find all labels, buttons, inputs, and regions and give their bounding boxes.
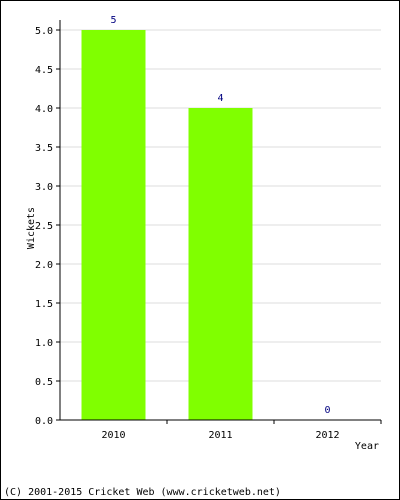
y-tick-label: 1.5 [35, 299, 53, 310]
x-tick-label-2012: 2012 [315, 430, 339, 441]
value-label-2010: 5 [110, 15, 116, 26]
x-ticks: 2010 2011 2012 [101, 420, 382, 441]
axes [59, 20, 381, 421]
y-tick-label: 5.0 [35, 26, 53, 37]
copyright-text: (C) 2001-2015 Cricket Web (www.cricketwe… [4, 487, 281, 498]
value-label-2012: 0 [324, 405, 330, 416]
value-labels: 5 4 0 [110, 15, 330, 416]
y-tick-label: 0.5 [35, 377, 53, 388]
y-tick-label: 2.0 [35, 260, 53, 271]
y-axis-title: Wickets [26, 207, 37, 249]
y-tick-label: 4.5 [35, 65, 53, 76]
bars [81, 30, 253, 420]
y-ticks: 0.0 0.5 1.0 1.5 2.0 2.5 3.0 3.5 4.0 4.5 5.0 [35, 26, 60, 427]
y-tick-label: 0.0 [35, 416, 53, 427]
bar-2010 [81, 30, 146, 420]
y-tick-label: 3.5 [35, 143, 53, 154]
x-tick-label-2011: 2011 [208, 430, 232, 441]
value-label-2011: 4 [217, 93, 223, 104]
y-tick-label: 1.0 [35, 338, 53, 349]
y-tick-label: 3.0 [35, 182, 53, 193]
bar-2011 [188, 108, 253, 420]
x-axis-title: Year [355, 441, 379, 452]
y-tick-label: 2.5 [35, 221, 53, 232]
y-tick-label: 4.0 [35, 104, 53, 115]
x-tick-label-2010: 2010 [101, 430, 125, 441]
